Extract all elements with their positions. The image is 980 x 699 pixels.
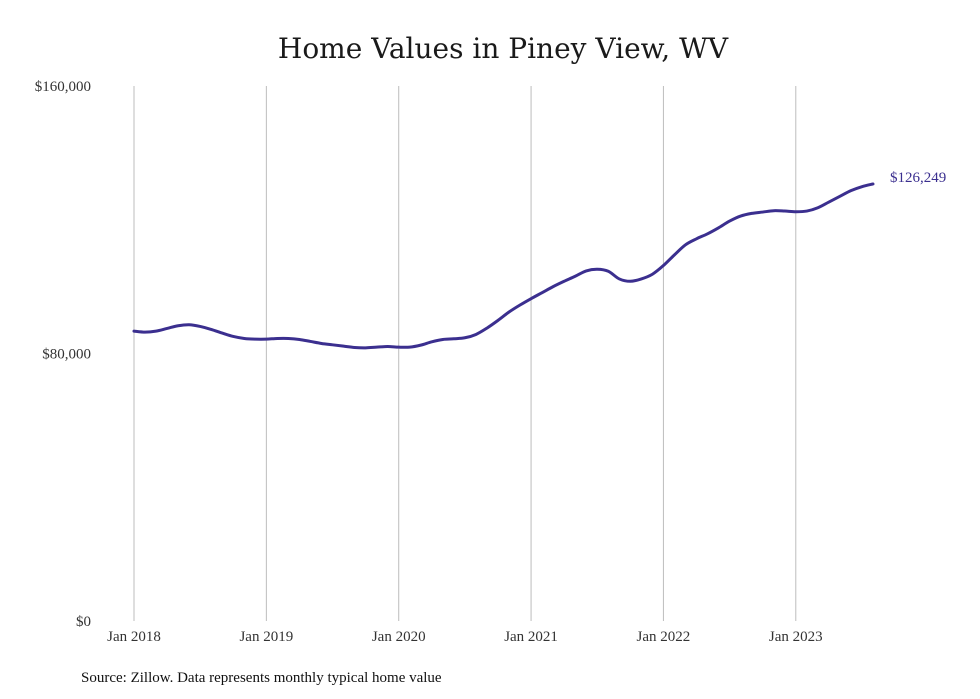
x-tick-label-3: Jan 2021 (504, 629, 558, 645)
x-tick-label-1: Jan 2019 (239, 629, 293, 645)
end-value-label: $126,249 (890, 170, 946, 186)
x-tick-label-0: Jan 2018 (107, 629, 161, 645)
y-tick-label-0: $0 (76, 614, 91, 630)
source-note: Source: Zillow. Data represents monthly … (81, 670, 442, 686)
x-tick-label-4: Jan 2022 (637, 629, 691, 645)
y-axis-tick-labels: $0 $80,000 $160,000 (35, 79, 91, 630)
x-tick-label-5: Jan 2023 (769, 629, 823, 645)
home-value-series-line-0 (132, 182, 875, 350)
chart-title: Home Values in Piney View, WV (278, 32, 729, 65)
series-layer (132, 182, 875, 350)
y-tick-label-1: $80,000 (42, 347, 91, 363)
x-axis-tick-labels: Jan 2018 Jan 2019 Jan 2020 Jan 2021 Jan 2022… (107, 629, 823, 645)
x-tick-label-2: Jan 2020 (372, 629, 426, 645)
y-tick-label-2: $160,000 (35, 79, 91, 95)
x-gridlines (133, 86, 797, 621)
